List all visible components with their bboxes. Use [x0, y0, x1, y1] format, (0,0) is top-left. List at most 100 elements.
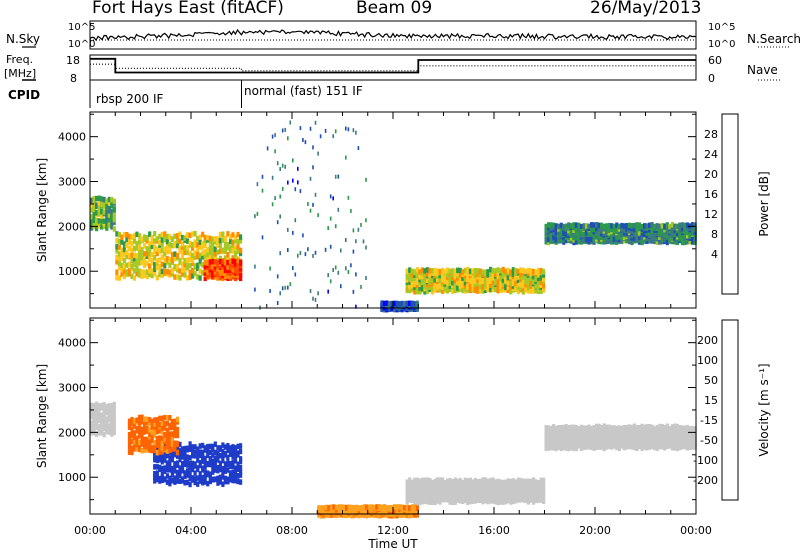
velocity-cell — [385, 505, 389, 511]
velocity-cell — [471, 488, 475, 494]
velocity-cell — [660, 429, 664, 436]
power-cell — [208, 235, 212, 242]
power-cell — [112, 216, 116, 223]
velocity-cell — [216, 465, 220, 471]
velocity-cell — [178, 453, 182, 459]
velocity-cell — [145, 439, 149, 446]
velocity-cell — [448, 491, 452, 498]
velocity-cell — [627, 436, 631, 442]
power-cell — [483, 283, 488, 289]
velocity-cell — [211, 469, 215, 475]
velocity-cell — [453, 481, 457, 487]
velocity-cell — [466, 491, 470, 498]
power-cell — [122, 268, 126, 275]
power-cell — [163, 246, 167, 252]
velocity-cell — [516, 477, 520, 484]
power-cell — [211, 263, 215, 270]
power-cell — [279, 214, 281, 219]
power-cell — [299, 251, 302, 255]
power-cell — [236, 257, 240, 264]
velocity-cell — [658, 441, 662, 448]
power-cell — [319, 134, 322, 139]
power-cell — [478, 268, 482, 274]
power-cell — [312, 202, 314, 207]
velocity-cell — [463, 490, 467, 496]
velocity-cell — [188, 475, 192, 482]
power-cell — [304, 252, 307, 257]
power-cell — [100, 196, 104, 202]
velocity-cell — [127, 449, 132, 455]
velocity-cell — [127, 432, 132, 438]
velocity-cell — [630, 431, 634, 437]
velocity-cell — [198, 443, 202, 449]
nsky-tick-top: 10^5 — [68, 22, 95, 33]
power-cell — [254, 264, 256, 269]
velocity-cell — [213, 455, 217, 462]
power-cell — [637, 222, 642, 228]
velocity-cell — [660, 439, 664, 446]
power-cell — [658, 230, 662, 237]
velocity-cell — [554, 425, 558, 432]
velocity-cell — [534, 479, 538, 485]
power-cell — [239, 259, 243, 265]
velocity-cell — [218, 445, 222, 451]
power-cell — [117, 244, 121, 251]
velocity-cell — [362, 504, 366, 510]
velocity-cell — [544, 431, 548, 437]
velocity-cell — [423, 498, 427, 504]
velocity-cell — [494, 485, 498, 491]
velocity-cell — [648, 424, 652, 430]
power-cell — [531, 285, 536, 291]
power-cell — [221, 261, 225, 267]
power-cell — [529, 268, 533, 274]
velocity-cell — [163, 414, 167, 421]
power-cell — [208, 259, 212, 265]
velocity-cell — [688, 434, 692, 440]
velocity-cell — [425, 487, 429, 493]
power-cell — [97, 211, 101, 217]
velocity-cell — [155, 428, 159, 435]
velocity-cell — [648, 427, 652, 434]
velocity-cell — [693, 426, 697, 432]
power-cell — [150, 258, 154, 264]
velocity-cell — [584, 425, 589, 431]
nave-trace — [90, 63, 696, 72]
velocity-cell — [554, 437, 558, 443]
velocity-cell — [461, 496, 465, 503]
velocity-cell — [163, 421, 167, 427]
power-cell — [448, 280, 452, 287]
velocity-cell — [223, 444, 227, 450]
velocity-cell — [153, 424, 157, 430]
velocity-cell — [218, 460, 222, 467]
velocity-cell — [367, 504, 371, 510]
velocity-cell — [425, 498, 429, 505]
velocity-cell — [435, 477, 440, 483]
power-cell — [95, 221, 99, 227]
power-cell — [148, 246, 152, 252]
power-cell — [668, 224, 672, 230]
velocity-cell — [627, 424, 631, 430]
velocity-cell — [612, 430, 616, 437]
power-cell — [122, 273, 126, 280]
power-cell — [648, 237, 652, 243]
velocity-cell — [145, 425, 149, 432]
power-cell — [287, 227, 289, 232]
power-cell — [236, 248, 240, 254]
power-cell — [340, 284, 342, 289]
velocity-cell — [203, 461, 207, 467]
power-colorbar-tick: 4 — [711, 248, 718, 261]
velocity-cell — [478, 490, 482, 496]
power-cell — [191, 260, 195, 267]
power-cell — [438, 283, 442, 289]
velocity-cell — [577, 436, 581, 443]
power-cell — [655, 230, 659, 237]
velocity-cell — [453, 499, 457, 506]
power-cell — [165, 256, 169, 262]
velocity-cell — [486, 498, 490, 505]
power-cell — [122, 251, 126, 258]
power-cell — [587, 235, 591, 241]
velocity-cell — [680, 443, 685, 450]
velocity-cell — [165, 451, 169, 457]
power-cell — [499, 283, 503, 289]
velocity-cell — [478, 478, 482, 485]
